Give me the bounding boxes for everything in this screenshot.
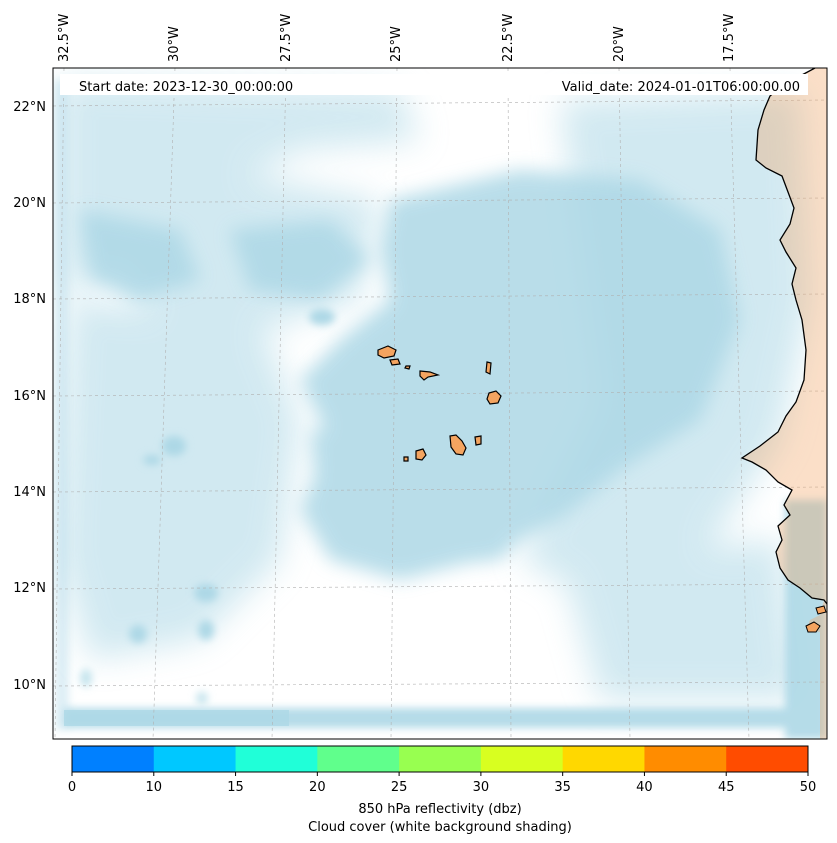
- colorbar-tick-label: 20: [309, 780, 326, 795]
- map-frame: [52, 67, 828, 740]
- west-africa-coast: [740, 68, 827, 739]
- island-boa-vista: [486, 390, 502, 405]
- colorbar-tick-label: 50: [800, 780, 817, 795]
- lon-label: 22.5°W: [501, 14, 516, 62]
- colorbar-segment: [153, 746, 237, 772]
- colorbar-segment: [399, 746, 482, 772]
- colorbar-tick-label: 40: [636, 780, 653, 795]
- island-santo-antao: [377, 345, 397, 359]
- island-sao-vicente: [389, 358, 401, 366]
- lon-label: 17.5°W: [722, 14, 737, 62]
- island-santiago: [449, 434, 467, 456]
- guinea-bissau-islands: [815, 605, 827, 615]
- island-sao-nicolau: [419, 370, 441, 381]
- mainland-land: [742, 68, 827, 739]
- graticule: [53, 68, 827, 739]
- colorbar-tick-label: 15: [227, 780, 244, 795]
- colorbar-label-cloud-cover: Cloud cover (white background shading): [308, 820, 572, 835]
- colorbar-segment: [562, 746, 645, 772]
- gridline-lon: [54, 68, 65, 739]
- lon-label: 20°W: [612, 26, 627, 62]
- island-fogo: [415, 448, 427, 461]
- header-strip: [60, 74, 808, 95]
- gridline-lon: [271, 68, 287, 739]
- start-date-label: Start date: 2023-12-30_00:00:00: [79, 80, 293, 95]
- colorbar-segment: [72, 746, 155, 772]
- colorbar-frame: [71, 745, 809, 773]
- valid-date-label: Valid_date: 2024-01-01T06:00:00.00: [562, 80, 800, 95]
- cloud-band-south: [64, 710, 289, 726]
- gridline-lon: [729, 68, 750, 739]
- colorbar-label-reflectivity: 850 hPa reflectivity (dbz): [358, 802, 521, 817]
- lat-label: 14°N: [13, 485, 46, 500]
- gridline-lon: [390, 68, 398, 739]
- lon-label: 32.5°W: [57, 14, 72, 62]
- colorbar-segment: [235, 746, 318, 772]
- lat-label: 16°N: [13, 389, 46, 404]
- gridline-lon: [618, 68, 631, 739]
- latitude-labels: 22°N 20°N 18°N 16°N 14°N 12°N 10°N: [13, 100, 46, 693]
- lat-label: 22°N: [13, 100, 46, 115]
- lat-label: 12°N: [13, 581, 46, 596]
- lon-label: 25°W: [389, 26, 404, 62]
- lat-label: 20°N: [13, 196, 46, 211]
- colorbar-segment: [644, 746, 727, 772]
- longitude-labels: 32.5°W 30°W 27.5°W 25°W 22.5°W 20°W 17.5…: [57, 14, 737, 62]
- mainland-coastline: [740, 68, 827, 605]
- map-panel: Start date: 2023-12-30_00:00:00 Valid_da…: [53, 68, 827, 739]
- island-sal: [485, 361, 492, 375]
- colorbar-segment: [317, 746, 400, 772]
- colorbar-segment: [480, 746, 564, 772]
- lon-label: 30°W: [167, 26, 182, 62]
- colorbar-segment: [726, 746, 809, 772]
- guinea-bissau-islands: [805, 621, 821, 633]
- colorbar-tick-label: 30: [473, 780, 490, 795]
- colorbar-tick-label: 35: [554, 780, 571, 795]
- colorbar-tick-label: 10: [146, 780, 163, 795]
- colorbar: 0 10 15 20 25 30 35 40 45 50 850 hPa reflectivity…: [68, 745, 817, 835]
- cape-verde-islands: [377, 345, 502, 462]
- gridline-lon: [152, 68, 176, 739]
- island-brava: [403, 456, 409, 462]
- island-maio: [474, 435, 482, 446]
- island-santa-luzia: [404, 365, 411, 370]
- colorbar-tick-label: 45: [718, 780, 735, 795]
- lat-label: 10°N: [13, 678, 46, 693]
- colorbar-tick-label: 25: [391, 780, 408, 795]
- gridline-lon: [507, 68, 512, 739]
- lon-label: 27.5°W: [279, 14, 294, 62]
- colorbar-tick-label: 0: [68, 780, 76, 795]
- cloud-cover-shading: [55, 80, 827, 739]
- lat-label: 18°N: [13, 292, 46, 307]
